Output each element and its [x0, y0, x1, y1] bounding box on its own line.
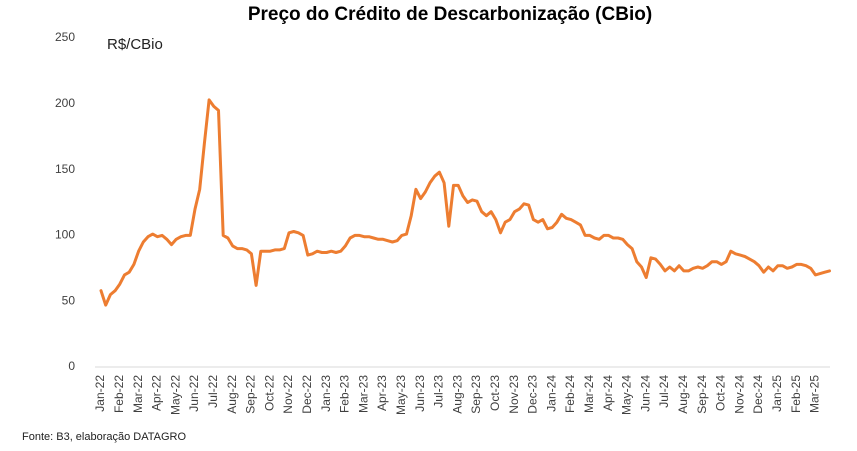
x-tick-label: Feb-22 — [112, 375, 126, 413]
x-tick-label: Nov-24 — [732, 375, 746, 414]
x-tick-label: Nov-22 — [281, 375, 295, 414]
x-tick-label: Jan-24 — [544, 375, 558, 412]
source-note: Fonte: B3, elaboração DATAGRO — [22, 431, 186, 443]
x-tick-label: Feb-24 — [563, 375, 577, 413]
price-line — [99, 98, 831, 307]
x-tick-label: Feb-25 — [789, 375, 803, 413]
x-tick-label: Jan-22 — [93, 375, 107, 412]
y-tick-label: 150 — [55, 162, 75, 176]
x-tick-label: Oct-22 — [262, 375, 276, 411]
x-tick-label: Sep-23 — [469, 375, 483, 414]
x-tick-label: Jun-24 — [638, 375, 652, 412]
x-tick-label: Oct-23 — [488, 375, 502, 411]
x-tick-label: Mar-24 — [582, 375, 596, 413]
x-tick-label: Jul-23 — [432, 375, 446, 408]
x-tick-label: Apr-22 — [150, 375, 164, 411]
x-tick-label: Sep-24 — [695, 375, 709, 414]
x-tick-label: Dec-23 — [526, 375, 540, 414]
y-tick-label: 250 — [55, 30, 75, 44]
x-tick-label: Oct-24 — [714, 375, 728, 411]
x-tick-label: Jul-24 — [657, 375, 671, 408]
y-tick-label: 100 — [55, 228, 75, 242]
x-tick-label: Mar-22 — [131, 375, 145, 413]
y-tick-label: 50 — [62, 293, 76, 307]
x-tick-label: Sep-22 — [244, 375, 258, 414]
y-tick-label: 200 — [55, 96, 75, 110]
x-tick-label: Aug-23 — [450, 375, 464, 414]
x-tick-label: Nov-23 — [507, 375, 521, 414]
x-tick-label: Jun-23 — [413, 375, 427, 412]
x-tick-label: Jan-23 — [319, 375, 333, 412]
x-tick-label: May-23 — [394, 375, 408, 415]
x-tick-label: Apr-24 — [601, 375, 615, 411]
x-tick-label: Jan-25 — [770, 375, 784, 412]
x-tick-label: Dec-22 — [300, 375, 314, 414]
x-tick-label: Aug-24 — [676, 375, 690, 414]
x-tick-label: May-22 — [168, 375, 182, 415]
x-tick-label: May-24 — [620, 375, 634, 415]
x-tick-label: Aug-22 — [225, 375, 239, 414]
x-tick-label: Apr-23 — [375, 375, 389, 411]
x-tick-label: Mar-25 — [808, 375, 822, 413]
x-tick-label: Jul-22 — [206, 375, 220, 408]
x-tick-label: Mar-23 — [356, 375, 370, 413]
x-tick-label: Feb-23 — [338, 375, 352, 413]
y-axis-label: R$/CBio — [107, 36, 163, 53]
y-tick-label: 0 — [68, 359, 75, 373]
chart-title: Preço do Crédito de Descarbonização (CBi… — [248, 4, 652, 25]
x-tick-label: Jun-22 — [187, 375, 201, 412]
x-tick-label: Dec-24 — [751, 375, 765, 414]
